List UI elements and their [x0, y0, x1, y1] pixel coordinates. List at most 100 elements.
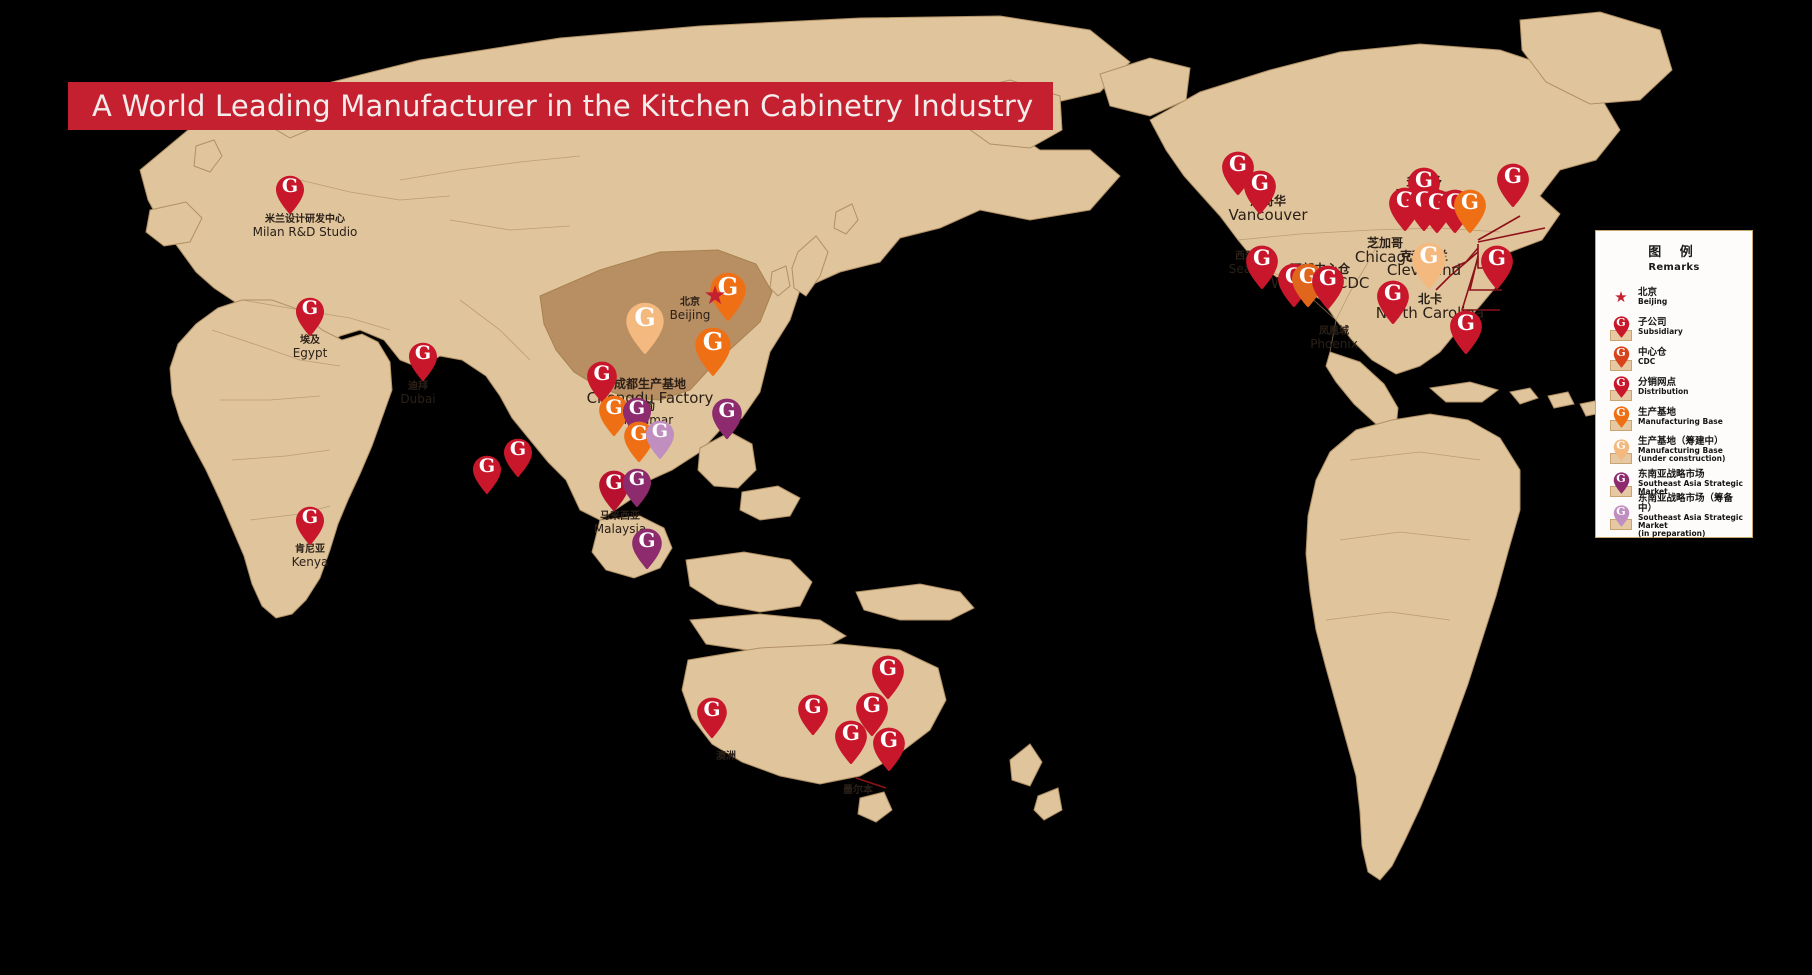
marker-houston[interactable]: G [1376, 280, 1410, 325]
label-chicago-cn: 芝加哥 [1366, 236, 1404, 250]
marker-india-south[interactable]: G [503, 438, 533, 478]
pin-distribution-icon: G [1604, 372, 1638, 402]
marker-perth[interactable]: G [696, 697, 728, 739]
legend-pin: G [1613, 376, 1630, 398]
label-milan-cn: 米兰设计研发中心 [264, 214, 345, 225]
marker-egypt[interactable]: G [295, 297, 325, 337]
legend-label-cn: 东南亚战略市场 [1638, 468, 1705, 480]
legend-star-glyph: ★ [1614, 288, 1628, 306]
marker-tasmania[interactable]: G [872, 727, 906, 772]
label-milan-en: Milan R&D Studio [252, 224, 358, 239]
legend-item-7: G 东南亚战略市场（筹备中） Southeast Asia Strategic Ma… [1604, 493, 1744, 538]
legend-item-2: G 中心仓 CDC [1604, 342, 1744, 372]
label-egypt: 埃及 Egypt [292, 335, 328, 360]
legend-pin: G [1613, 406, 1630, 428]
label-malaysia: 马来西亚 Malaysia [594, 511, 646, 535]
legend-item-label: 生产基地（筹建中） Manufacturing Base (under constr… [1638, 435, 1744, 464]
marker-vietnam-sea[interactable]: G [645, 420, 675, 460]
label-egypt-cn: 埃及 [300, 335, 320, 346]
legend-label-cn: 中心仓 [1638, 346, 1667, 358]
marker-dubai[interactable]: G [408, 342, 438, 382]
legend-title: 图 例 Remarks [1604, 241, 1744, 273]
marker-india-west[interactable]: G [472, 455, 502, 495]
marker-newyork[interactable]: G [1480, 245, 1514, 290]
legend-label-en2: (in preparation) [1638, 529, 1706, 539]
legend-label-cn: 分销网点 [1638, 376, 1677, 388]
legend-rows: ★ 北京 Beijing G 子公司 Subsidiary G 中心仓 CDC G 分销网点 Dist… [1604, 282, 1744, 538]
label-vancouver-en: Vancouver [1228, 205, 1308, 224]
legend-title-cn: 图 例 [1648, 245, 1700, 260]
marker-northcarolina[interactable]: G [1411, 242, 1447, 290]
legend-item-label: 东南亚战略市场（筹备中） Southeast Asia Strategic Mar… [1638, 492, 1744, 539]
legend-item-5: G 生产基地（筹建中） Manufacturing Base (under const… [1604, 432, 1744, 468]
legend-pin: G [1613, 472, 1630, 494]
marker-chengdu-factory[interactable]: G [625, 302, 665, 355]
marker-miami[interactable]: G [1449, 310, 1483, 355]
marker-seattle[interactable]: G [1243, 170, 1277, 215]
legend-item-4: G 生产基地 Manufacturing Base [1604, 402, 1744, 432]
marker-singapore[interactable]: G [622, 468, 652, 508]
legend-item-label: 北京 Beijing [1638, 286, 1744, 307]
label-malaysia-cn: 马来西亚 [600, 511, 640, 522]
marker-philippines[interactable]: G [711, 398, 743, 440]
legend-label-en: Southeast Asia Strategic Market [1638, 513, 1743, 531]
pin-manufacturing-uc-icon: G [1604, 435, 1638, 465]
legend-item-label: 东南亚战略市场 Southeast Asia Strategic Market [1638, 468, 1744, 496]
legend-label-cn: 北京 [1638, 286, 1658, 298]
legend-item-label: 生产基地 Manufacturing Base [1638, 406, 1744, 427]
label-milan: 米兰设计研发中心 Milan R&D Studio [252, 214, 358, 239]
label-beijing-cn: 北京 [680, 297, 700, 308]
connector-lines [1435, 215, 1546, 311]
marker-sanfrancisco[interactable]: G [1245, 245, 1279, 290]
label-kenya-cn: 肯尼亚 [295, 544, 325, 555]
star-icon: ★ [1604, 282, 1638, 312]
label-dubai: 迪拜 Dubai [400, 381, 436, 406]
legend-label-cn: 生产基地 [1638, 406, 1677, 418]
label-australia-cn: 澳洲 [716, 751, 736, 762]
legend-label-en2: (under construction) [1638, 454, 1726, 464]
marker-cleveland-c[interactable]: G [1453, 189, 1487, 234]
legend-label-cn: 东南亚战略市场（筹备中） [1638, 492, 1734, 514]
legend-pin: G [1613, 505, 1630, 527]
marker-adelaide[interactable]: G [797, 694, 829, 736]
pin-sea-market-prep-icon: G [1604, 501, 1638, 531]
label-beijing-en: Beijing [669, 307, 711, 322]
legend-label-en: Distribution [1638, 387, 1689, 397]
legend-label-en: Beijing [1638, 297, 1668, 307]
legend-item-1: G 子公司 Subsidiary [1604, 312, 1744, 342]
title-text: A World Leading Manufacturer in the Kitc… [92, 89, 1034, 123]
legend-pin: G [1613, 346, 1630, 368]
label-north-cn: 北卡 [1417, 292, 1442, 306]
marker-boston[interactable]: G [1496, 163, 1530, 208]
legend-label-cn: 生产基地（筹建中） [1638, 435, 1724, 447]
label-kenya-en: Kenya [291, 554, 329, 569]
label-dubai-cn: 迪拜 [408, 381, 428, 392]
marker-east-china-2[interactable]: G [694, 327, 732, 377]
legend-item-label: 分销网点 Distribution [1638, 376, 1744, 397]
legend-pin: G [1613, 439, 1630, 461]
legend-pin: G [1613, 316, 1630, 338]
legend-label-en: Subsidiary [1638, 327, 1683, 337]
legend-label-en: Manufacturing Base [1638, 417, 1723, 427]
label-melbourne-cn: 墨尔本 [843, 785, 873, 796]
label-dubai-en: Dubai [400, 391, 436, 406]
marker-indonesia[interactable]: G [631, 528, 663, 570]
legend-item-label: 子公司 Subsidiary [1638, 317, 1744, 337]
marker-melbourne[interactable]: G [834, 720, 868, 765]
pin-subsidiary-icon: G [1604, 312, 1638, 342]
legend-panel: 图 例 Remarks ★ 北京 Beijing G 子公司 Subsidiary G 中心仓… [1595, 230, 1753, 538]
label-phoenix-en: Phoenix [1310, 336, 1358, 351]
label-chicago-en: Chicago [1354, 247, 1416, 266]
pin-sea-market-icon: G [1604, 468, 1638, 498]
label-australia: 澳洲 [716, 751, 736, 763]
beijing-star: ★ [703, 280, 727, 310]
label-melbourne: 墨尔本 [843, 785, 873, 797]
label-egypt-en: Egypt [292, 345, 328, 360]
legend-label-en: CDC [1638, 357, 1656, 367]
label-chicago: 芝加哥 Chicago [1355, 237, 1415, 265]
marker-western-cdc-c[interactable]: G [1311, 265, 1345, 310]
marker-kenya[interactable]: G [295, 506, 325, 546]
page-title: A World Leading Manufacturer in the Kitc… [68, 82, 1053, 130]
marker-milan[interactable]: G [275, 175, 305, 215]
